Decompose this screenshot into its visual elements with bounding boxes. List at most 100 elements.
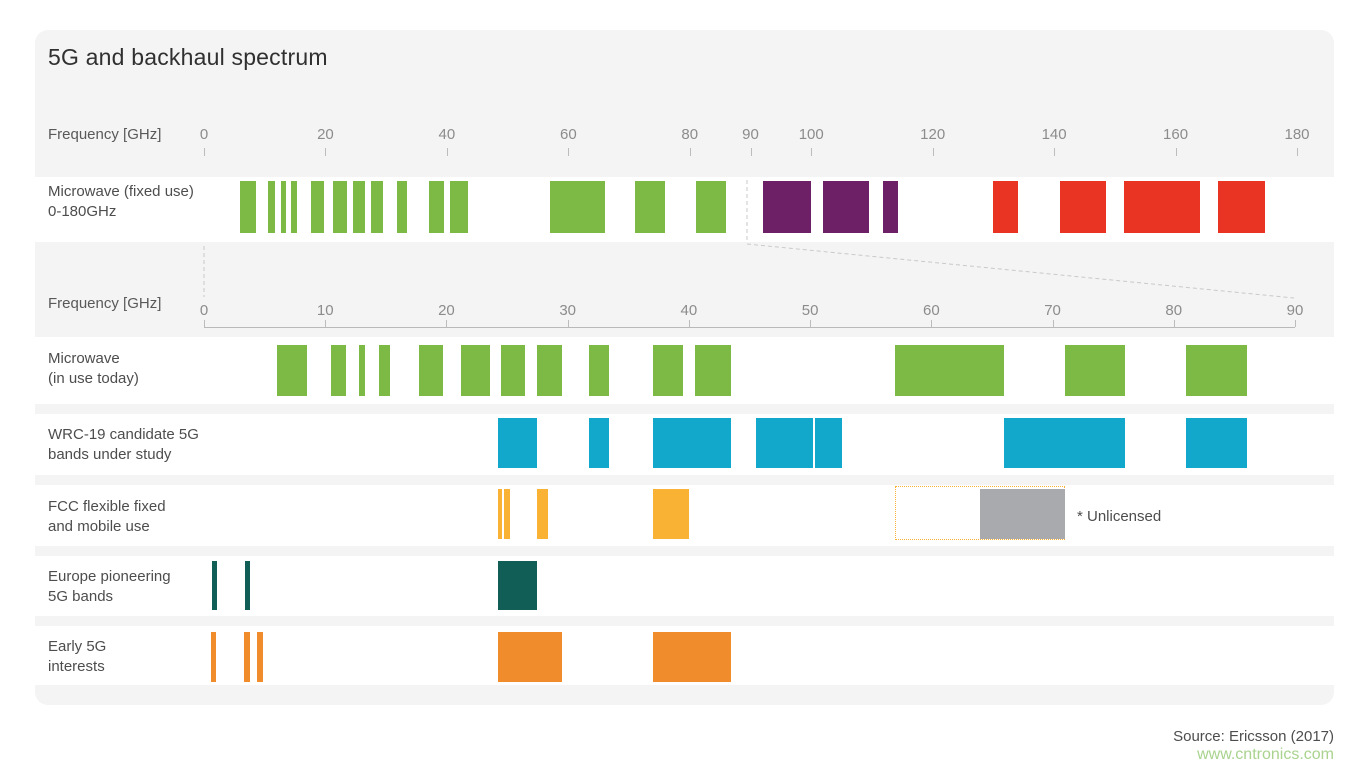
bands-europe-pioneering: [35, 561, 1334, 610]
frequency-band: [244, 632, 251, 682]
unlicensed-band: [979, 489, 1065, 539]
frequency-band: [449, 181, 469, 233]
frequency-band: [504, 489, 511, 539]
row-label-fcc-flexible: FCC flexible fixed and mobile use: [48, 497, 218, 537]
axis-tick-label: 90: [742, 126, 759, 143]
frequency-band: [695, 181, 727, 233]
frequency-band: [694, 345, 732, 396]
axis-tick-mark: [1175, 148, 1177, 156]
frequency-band: [537, 489, 548, 539]
axis-tick-label: 180: [1284, 126, 1310, 143]
axis-tick-label: 0: [199, 302, 209, 319]
frequency-band: [882, 181, 898, 233]
row-label-line: FCC flexible fixed: [48, 498, 166, 515]
row-label-early-5g-interests: Early 5G interests: [48, 637, 218, 677]
row-label-line: Microwave (fixed use): [48, 183, 194, 200]
frequency-band: [418, 345, 443, 396]
chart-title: 5G and backhaul spectrum: [48, 44, 328, 70]
axis-bottom-line: [204, 327, 1295, 328]
frequency-band: [212, 561, 217, 610]
row-label-line: WRC-19 candidate 5G: [48, 426, 199, 443]
frequency-band: [240, 181, 256, 233]
frequency-band: [1218, 181, 1266, 233]
row-label-europe-pioneering: Europe pioneering 5G bands: [48, 567, 218, 607]
axis-top-label: Frequency [GHz]: [48, 126, 162, 143]
frequency-band: [497, 561, 538, 610]
axis-tick-mark: [688, 320, 690, 327]
frequency-band: [775, 181, 812, 233]
axis-tick-label: 20: [438, 302, 455, 319]
frequency-band: [497, 489, 503, 539]
frequency-band: [823, 181, 869, 233]
frequency-band: [497, 632, 562, 682]
frequency-band: [652, 489, 689, 539]
axis-tick-label: 120: [920, 126, 946, 143]
axis-tick-label: 20: [317, 126, 334, 143]
frequency-band: [428, 181, 444, 233]
axis-tick-label: 10: [316, 302, 334, 319]
row-label-line: 0-180GHz: [48, 203, 117, 220]
footer-website: www.cntronics.com: [1197, 746, 1334, 763]
frequency-band: [267, 181, 276, 233]
frequency-band: [1004, 418, 1126, 468]
axis-tick-label: 90: [1286, 302, 1304, 319]
axis-tick-label: 30: [559, 302, 576, 319]
frequency-band: [589, 418, 609, 468]
frequency-band: [814, 418, 842, 468]
frequency-band: [311, 181, 324, 233]
axis-tick-mark: [1297, 148, 1298, 156]
frequency-band: [352, 181, 365, 233]
axis-tick-mark: [1295, 320, 1296, 327]
frequency-band: [755, 418, 813, 468]
row-label-line: Europe pioneering: [48, 568, 171, 585]
frequency-band: [762, 181, 775, 233]
frequency-band: [1185, 345, 1247, 396]
row-label-wrc19-candidates: WRC-19 candidate 5G bands under study: [48, 425, 218, 465]
chart-card: 5G and backhaul spectrum Frequency [GHz]…: [35, 30, 1334, 705]
frequency-band: [550, 181, 605, 233]
axis-tick-label: 80: [1165, 302, 1183, 319]
axis-tick-mark: [568, 148, 570, 156]
axis-tick-mark: [1173, 320, 1175, 327]
frequency-band: [370, 181, 384, 233]
axis-tick-mark: [811, 148, 813, 156]
bands-early-5g-interests: [35, 632, 1334, 682]
frequency-band: [281, 181, 286, 233]
axis-tick-mark: [1054, 148, 1056, 156]
frequency-band: [291, 181, 298, 233]
bands-wrc19-candidates: [35, 418, 1334, 468]
frequency-band: [332, 181, 348, 233]
axis-tick-mark: [446, 320, 448, 327]
axis-tick-mark: [1052, 320, 1054, 327]
frequency-band: [460, 345, 491, 396]
frequency-band: [635, 181, 666, 233]
frequency-band: [276, 345, 308, 396]
row-label-microwave-in-use: Microwave (in use today): [48, 349, 218, 389]
frequency-band: [993, 181, 1018, 233]
axis-tick-mark: [810, 320, 812, 327]
frequency-band: [497, 418, 538, 468]
frequency-band: [331, 345, 346, 396]
axis-tick-label: 160: [1163, 126, 1189, 143]
axis-tick-label: 140: [1041, 126, 1067, 143]
axis-tick-label: 40: [438, 126, 456, 143]
bands-microwave-fixed-use: [35, 181, 1334, 233]
row-label-line: bands under study: [48, 446, 172, 463]
axis-tick-mark: [689, 148, 691, 156]
frequency-band: [378, 345, 391, 396]
frequency-band: [1123, 181, 1200, 233]
frequency-band: [652, 345, 683, 396]
axis-tick-mark: [567, 320, 569, 327]
frequency-band: [537, 345, 562, 396]
row-label-line: interests: [48, 658, 105, 675]
axis-tick-mark: [204, 148, 205, 156]
frequency-band: [500, 345, 526, 396]
axis-tick-label: 60: [559, 126, 577, 143]
frequency-band: [245, 561, 251, 610]
frequency-band: [1064, 345, 1126, 396]
frequency-band: [652, 418, 732, 468]
axis-tick-mark: [750, 148, 752, 156]
axis-tick-label: 70: [1044, 302, 1061, 319]
row-europe-pioneering: [35, 556, 1334, 616]
frequency-band: [1185, 418, 1247, 468]
